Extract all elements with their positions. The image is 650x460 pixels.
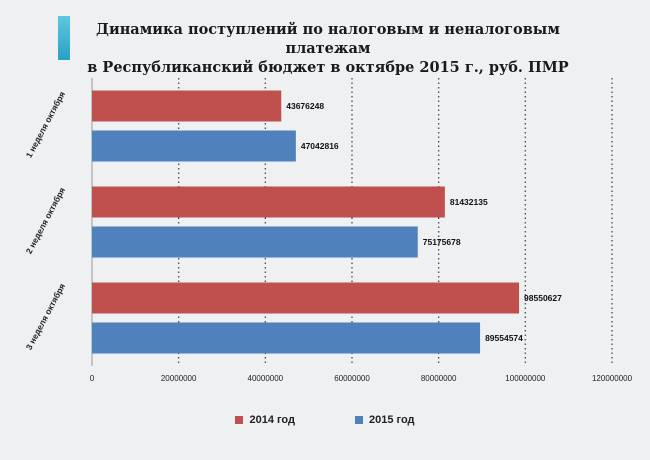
data-label: 89554574 <box>485 333 523 343</box>
x-tick-label: 100000000 <box>505 374 546 383</box>
chart-title: Динамика поступлений по налоговым и нена… <box>78 20 578 77</box>
x-tick-label: 40000000 <box>248 374 284 383</box>
data-label: 98550627 <box>524 293 562 303</box>
bar <box>92 322 481 354</box>
legend-label-2015: 2015 год <box>369 414 415 426</box>
chart-legend: 2014 год 2015 год <box>0 414 650 426</box>
title-accent-bar <box>58 16 70 60</box>
bar <box>92 226 418 258</box>
legend-swatch-2014 <box>235 416 244 424</box>
x-tick-label: 60000000 <box>334 374 370 383</box>
data-label: 47042816 <box>301 141 339 151</box>
chart-title-line-2: в Республиканский бюджет в октябре 2015 … <box>87 59 569 76</box>
data-label: 43676248 <box>286 101 324 111</box>
x-tick-label: 20000000 <box>161 374 197 383</box>
x-tick-label: 80000000 <box>421 374 457 383</box>
x-tick-label: 0 <box>90 374 95 383</box>
legend-label-2014: 2014 год <box>249 414 295 426</box>
x-tick-label: 120000000 <box>592 374 633 383</box>
legend-item-2015: 2015 год <box>355 414 415 426</box>
data-label: 75175678 <box>423 237 461 247</box>
bar <box>92 186 445 218</box>
category-label: 2 неделя октября <box>24 186 67 256</box>
category-label: 1 неделя октября <box>24 90 67 160</box>
bar <box>92 90 282 122</box>
bar <box>92 130 296 162</box>
legend-item-2014: 2014 год <box>235 414 295 426</box>
bar <box>92 282 520 314</box>
chart-title-line-1: Динамика поступлений по налоговым и нена… <box>96 21 560 57</box>
category-label: 3 неделя октября <box>24 282 67 352</box>
legend-swatch-2015 <box>355 416 363 424</box>
data-label: 81432135 <box>450 197 488 207</box>
